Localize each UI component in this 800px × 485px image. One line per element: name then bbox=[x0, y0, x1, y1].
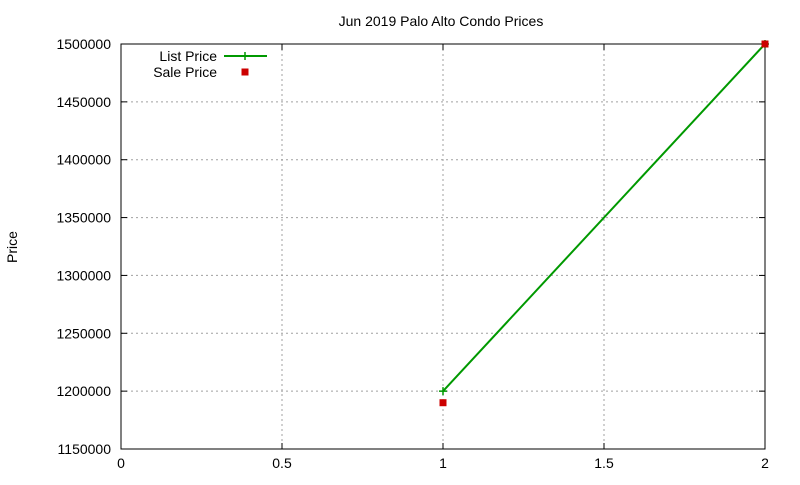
legend-entry: List Price bbox=[159, 48, 267, 64]
chart-title: Jun 2019 Palo Alto Condo Prices bbox=[339, 13, 544, 29]
y-tick-label: 1350000 bbox=[56, 210, 111, 226]
y-axis-label: Price bbox=[4, 231, 20, 263]
x-tick-label: 2 bbox=[761, 455, 769, 471]
axes bbox=[120, 43, 766, 450]
y-tick-label: 1300000 bbox=[56, 267, 111, 283]
legend-marker bbox=[241, 52, 249, 60]
y-tick-label: 1450000 bbox=[56, 94, 111, 110]
y-tick-label: 1200000 bbox=[56, 383, 111, 399]
data-point bbox=[761, 40, 769, 48]
tick-labels: 0 0.5 1 1.5 2 1150000 1200000 1250000 1300000 135… bbox=[56, 36, 769, 471]
series-line bbox=[442, 43, 766, 392]
y-tick-label: 1400000 bbox=[56, 152, 111, 168]
x-tick-label: 1 bbox=[439, 455, 447, 471]
series bbox=[439, 40, 769, 407]
y-tick-label: 1500000 bbox=[56, 36, 111, 52]
series-sale-price bbox=[439, 40, 769, 407]
legend-marker bbox=[241, 68, 249, 76]
data-point bbox=[439, 387, 447, 396]
series-list-price bbox=[439, 40, 769, 396]
y-tick-label: 1250000 bbox=[56, 325, 111, 341]
x-tick-label: 1.5 bbox=[594, 455, 614, 471]
legend-entry: Sale Price bbox=[153, 64, 249, 80]
data-point bbox=[439, 399, 447, 407]
x-tick-label: 0 bbox=[117, 455, 125, 471]
legend-label: List Price bbox=[159, 48, 217, 64]
x-tick-label: 0.5 bbox=[272, 455, 292, 471]
legend-label: Sale Price bbox=[153, 64, 217, 80]
y-tick-label: 1150000 bbox=[58, 441, 112, 457]
